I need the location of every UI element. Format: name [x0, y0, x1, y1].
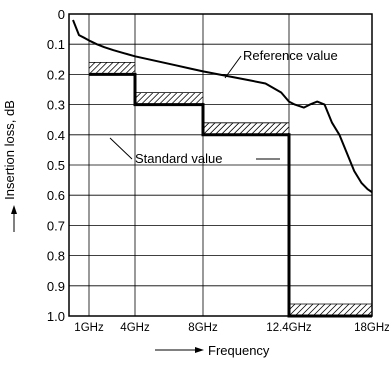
- hatch-stroke: [94, 62, 108, 75]
- hatch-stroke: [336, 303, 350, 317]
- y-tick-label: 0.9: [47, 279, 65, 294]
- hatch-stroke: [118, 62, 132, 75]
- standard-value-leader: [109, 137, 133, 160]
- y-tick-label: 1.0: [47, 309, 65, 324]
- hatch-stroke: [152, 92, 166, 105]
- hatch-stroke: [106, 62, 120, 75]
- hatch-stroke: [88, 62, 102, 75]
- hatch-stroke: [312, 303, 326, 317]
- hatch-stroke: [324, 303, 338, 317]
- x-tick-label: 8GHz: [188, 322, 218, 334]
- hatch-stroke: [170, 92, 184, 105]
- hatch-stroke: [318, 303, 332, 317]
- hatch-stroke: [232, 122, 246, 136]
- y-axis-arrowhead: [11, 205, 17, 214]
- y-tick-label: 0.3: [47, 98, 65, 113]
- hatch-stroke: [262, 122, 276, 136]
- reference-value-label: Reference value: [243, 48, 338, 63]
- hatch-stroke: [250, 122, 264, 136]
- hatch-stroke: [360, 304, 373, 317]
- hatch-stroke: [288, 303, 302, 317]
- y-tick-label: 0.2: [47, 67, 65, 82]
- hatch-stroke: [342, 303, 356, 317]
- x-axis-label: Frequency: [208, 343, 270, 358]
- hatch-stroke: [188, 92, 202, 105]
- standard-value-line: [89, 72, 372, 318]
- x-axis-arrowhead: [195, 347, 204, 353]
- hatch-stroke: [348, 303, 362, 317]
- plot-frame: [68, 13, 373, 317]
- hatch-stroke: [274, 122, 288, 136]
- y-tick-label: 0.5: [47, 158, 65, 173]
- y-tick-labels: 0 0.1 0.2 0.3 0.4 0.5 0.6 0.7 0.8 0.9 1.0: [47, 7, 65, 324]
- hatch-stroke: [268, 122, 282, 136]
- hatch-stroke: [244, 122, 258, 136]
- y-axis-label: Insertion loss, dB: [2, 100, 17, 200]
- hatch-stroke: [300, 303, 314, 317]
- hatch-stroke: [354, 303, 368, 317]
- hatch-band: [88, 62, 136, 75]
- x-tick-label: 12.4GHz: [266, 322, 312, 334]
- hatch-stroke: [182, 92, 196, 105]
- hatch-stroke: [202, 122, 216, 136]
- hatch-stroke: [226, 122, 240, 136]
- x-tick-label: 18GHz: [354, 322, 389, 334]
- x-tick-labels: 1GHz 4GHz 8GHz 12.4GHz 18GHz: [74, 322, 389, 334]
- y-tick-label: 0: [58, 7, 65, 22]
- hatch-stroke: [306, 303, 320, 317]
- y-tick-label: 0.7: [47, 218, 65, 233]
- hatch-stroke: [112, 62, 126, 75]
- y-tick-label: 0.8: [47, 249, 65, 264]
- hatch-stroke: [176, 92, 190, 105]
- hatch-stroke: [208, 122, 222, 136]
- limit-hatching: [88, 62, 373, 317]
- hatch-stroke: [220, 122, 234, 136]
- hatch-stroke: [238, 122, 252, 136]
- y-tick-label: 0.4: [47, 128, 65, 143]
- hatch-stroke: [164, 92, 178, 105]
- hatch-stroke: [134, 92, 148, 105]
- reference-value-leader: [224, 55, 242, 79]
- hatch-stroke: [214, 122, 228, 136]
- standard-value-label: Standard value: [135, 151, 222, 166]
- y-tick-label: 0.6: [47, 188, 65, 203]
- x-tick-label: 1GHz: [74, 322, 104, 334]
- hatch-stroke: [88, 62, 96, 69]
- hatch-stroke: [140, 92, 154, 105]
- hatch-stroke: [330, 303, 344, 317]
- hatch-band: [288, 303, 373, 317]
- hatch-stroke: [146, 92, 160, 105]
- hatch-stroke: [294, 303, 308, 317]
- hatch-band: [134, 92, 204, 105]
- hatch-stroke: [124, 64, 136, 75]
- reference-value-line: [72, 19, 373, 194]
- y-tick-label: 0.1: [47, 37, 65, 52]
- hatch-band: [202, 122, 290, 136]
- hatch-stroke: [256, 122, 270, 136]
- hatch-stroke: [100, 62, 114, 75]
- x-tick-label: 4GHz: [120, 322, 150, 334]
- hatch-stroke: [158, 92, 172, 105]
- series-group: [72, 19, 373, 318]
